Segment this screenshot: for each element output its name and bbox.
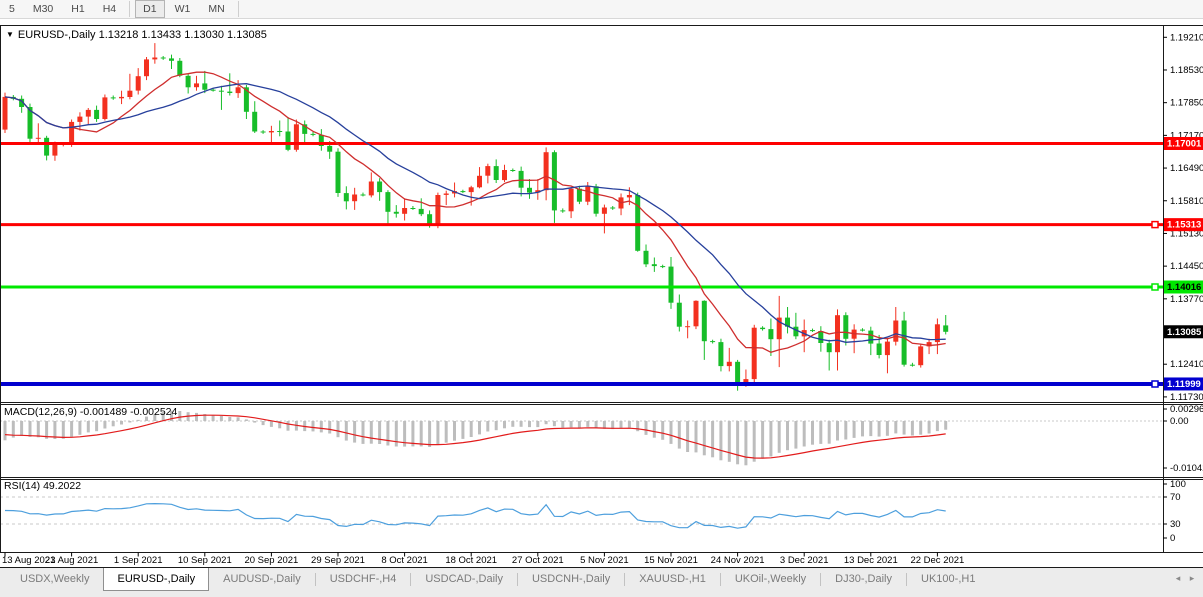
hline-handle [1151, 380, 1159, 388]
pane-borders [0, 25, 1203, 553]
tab-separator [410, 573, 412, 586]
tab-separator [719, 573, 721, 586]
timeframe-button-h4[interactable]: H4 [102, 3, 117, 15]
timeframe-toolbar: 5 M30 H1 H4 D1 W1 MN [0, 0, 1203, 19]
svg-text:13 Dec 2021: 13 Dec 2021 [844, 555, 898, 566]
tab-xauusd-h1[interactable]: XAUUSD-,H1 [639, 573, 706, 585]
svg-text:8 Oct 2021: 8 Oct 2021 [381, 555, 427, 566]
tab-separator [314, 573, 316, 586]
symbol-ohlc-text: EURUSD-,Daily 1.13218 1.13433 1.13030 1.… [17, 29, 267, 41]
svg-text:0: 0 [1170, 533, 1175, 544]
macd-pane [0, 410, 1163, 466]
tab-eurusd-daily[interactable]: EURUSD-,Daily [103, 568, 210, 591]
macd-indicator-label: MACD(12,26,9) -0.001489 -0.002524 [4, 406, 178, 418]
price-badge [1164, 136, 1203, 150]
svg-text:1.17001: 1.17001 [1167, 139, 1202, 150]
tab-separator [624, 573, 626, 586]
hline-handle [1151, 220, 1159, 229]
price-badge [1164, 325, 1203, 339]
svg-text:24 Nov 2021: 24 Nov 2021 [711, 555, 765, 566]
macd-signal-line [4, 414, 946, 459]
svg-text:1.13085: 1.13085 [1167, 327, 1202, 338]
svg-text:1.11999: 1.11999 [1167, 379, 1201, 390]
chart-canvas[interactable]: 1.19210 1.18530 1.17850 1.17170 1.16490 1.158… [0, 25, 1203, 567]
svg-text:10 Sep 2021: 10 Sep 2021 [178, 555, 232, 566]
svg-text:3 Dec 2021: 3 Dec 2021 [780, 555, 829, 566]
svg-text:22 Dec 2021: 22 Dec 2021 [910, 555, 964, 566]
tab-separator [516, 573, 518, 586]
svg-text:1.12410: 1.12410 [1170, 359, 1203, 370]
hline-handle [1151, 283, 1159, 291]
tab-separator [820, 573, 822, 586]
svg-text:1.13770: 1.13770 [1170, 294, 1203, 305]
tab-scroll-left-icon[interactable]: ◂ [1175, 573, 1181, 583]
svg-text:27 Oct 2021: 27 Oct 2021 [512, 555, 564, 566]
price-badge [1164, 377, 1203, 391]
svg-text:1.17170: 1.17170 [1170, 130, 1203, 141]
svg-text:15 Nov 2021: 15 Nov 2021 [644, 555, 698, 566]
tab-dj30-daily[interactable]: DJ30-,Daily [835, 573, 893, 585]
svg-text:1.15810: 1.15810 [1170, 196, 1203, 207]
svg-text:1.15313: 1.15313 [1167, 220, 1201, 231]
tabs-holder: USDX,Weekly EURUSD-,Daily AUDUSD-,Daily USD… [6, 568, 989, 591]
tab-separator [906, 573, 908, 586]
svg-text:100: 100 [1170, 479, 1186, 490]
candlesticks [2, 43, 949, 391]
tab-usdcad-daily[interactable]: USDCAD-,Daily [425, 573, 503, 585]
svg-text:1.14450: 1.14450 [1170, 261, 1203, 272]
chevron-down-icon[interactable]: ▼ [6, 30, 14, 39]
timeframe-button-h1[interactable]: H1 [71, 3, 85, 15]
toolbar-separator [237, 1, 239, 17]
svg-text:1.11730: 1.11730 [1170, 392, 1203, 403]
timeframe-button-w1[interactable]: W1 [174, 3, 191, 15]
timeframe-button-d1[interactable]: D1 [135, 0, 165, 18]
horizontal-lines [0, 142, 1163, 388]
svg-text:5 Nov 2021: 5 Nov 2021 [580, 555, 629, 566]
tab-audusd-daily[interactable]: AUDUSD-,Daily [223, 573, 301, 585]
toolbar-separator [129, 1, 131, 17]
chart-tab-bar: USDX,Weekly EURUSD-,Daily AUDUSD-,Daily USD… [0, 567, 1203, 597]
svg-text:1.15130: 1.15130 [1170, 228, 1203, 239]
svg-text:70: 70 [1170, 492, 1181, 503]
price-badge [1164, 280, 1203, 294]
svg-text:0.002968: 0.002968 [1170, 404, 1203, 415]
svg-text:1.16490: 1.16490 [1170, 163, 1203, 174]
svg-text:29 Sep 2021: 29 Sep 2021 [311, 555, 365, 566]
timeframe-button-mn[interactable]: MN [208, 3, 225, 15]
svg-text:-0.01042: -0.01042 [1170, 463, 1203, 474]
ma-slow-line [4, 83, 946, 343]
svg-text:1.18530: 1.18530 [1170, 65, 1203, 76]
svg-text:30: 30 [1170, 519, 1181, 530]
symbol-header: ▼ EURUSD-,Daily 1.13218 1.13433 1.13030 1… [6, 29, 267, 41]
svg-text:1.17850: 1.17850 [1170, 98, 1203, 109]
svg-text:1.19210: 1.19210 [1170, 32, 1203, 43]
svg-text:13 Aug 2021: 13 Aug 2021 [2, 555, 55, 566]
tab-uk100-h1[interactable]: UK100-,H1 [921, 573, 976, 585]
rsi-indicator-label: RSI(14) 49.2022 [4, 480, 82, 492]
rsi-pane [0, 496, 1163, 529]
tab-scroll-right-icon[interactable]: ▸ [1189, 573, 1195, 583]
price-scale: 1.19210 1.18530 1.17850 1.17170 1.16490 1.158… [1163, 32, 1203, 544]
ma-fast-line [4, 71, 946, 354]
svg-text:1 Sep 2021: 1 Sep 2021 [114, 555, 163, 566]
timeframe-button-5[interactable]: 5 [9, 3, 15, 15]
tab-usdchf-h4[interactable]: USDCHF-,H4 [329, 573, 397, 585]
svg-text:23 Aug 2021: 23 Aug 2021 [45, 555, 98, 566]
tab-ukoil-weekly[interactable]: UKOil-,Weekly [734, 573, 807, 585]
price-badge [1164, 218, 1203, 232]
svg-text:0.00: 0.00 [1170, 416, 1189, 427]
tab-usdcnh-daily[interactable]: USDCNH-,Daily [531, 573, 611, 585]
timeframe-button-m30[interactable]: M30 [32, 3, 54, 15]
svg-text:1.14016: 1.14016 [1167, 282, 1201, 293]
rsi-line [4, 502, 946, 529]
tab-usdx-weekly[interactable]: USDX,Weekly [20, 573, 90, 585]
svg-text:20 Sep 2021: 20 Sep 2021 [244, 555, 298, 566]
svg-text:18 Oct 2021: 18 Oct 2021 [445, 555, 497, 566]
